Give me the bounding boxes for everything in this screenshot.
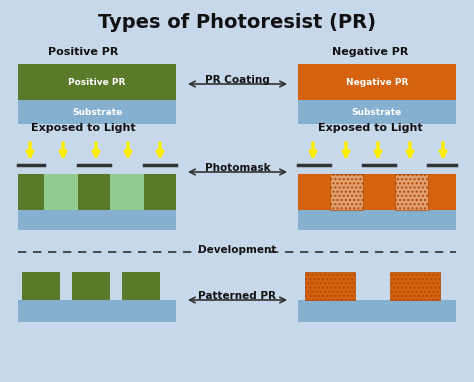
Text: Types of Photoresist (PR): Types of Photoresist (PR) xyxy=(98,13,376,31)
Bar xyxy=(18,64,176,100)
Bar xyxy=(298,300,456,322)
Bar xyxy=(18,210,176,230)
Bar xyxy=(390,272,440,300)
Bar xyxy=(298,174,456,210)
Bar xyxy=(72,272,110,300)
Text: Patterned PR: Patterned PR xyxy=(199,291,276,301)
Text: Positive PR: Positive PR xyxy=(68,78,126,86)
Bar xyxy=(298,100,456,124)
Bar xyxy=(298,64,456,100)
Text: PR Coating: PR Coating xyxy=(205,75,270,85)
Text: Exposed to Light: Exposed to Light xyxy=(31,123,135,133)
Bar xyxy=(18,300,176,322)
Text: Photomask: Photomask xyxy=(205,163,270,173)
Text: Positive PR: Positive PR xyxy=(48,47,118,57)
Bar xyxy=(122,272,160,300)
Bar xyxy=(110,174,144,210)
Bar xyxy=(298,210,456,230)
Text: Development: Development xyxy=(198,245,276,255)
Bar xyxy=(44,174,78,210)
Bar xyxy=(18,100,176,124)
Text: Exposed to Light: Exposed to Light xyxy=(318,123,422,133)
Bar xyxy=(330,174,363,210)
Text: Negative PR: Negative PR xyxy=(332,47,408,57)
Text: Negative PR: Negative PR xyxy=(346,78,408,86)
Text: Substrate: Substrate xyxy=(72,107,122,117)
Bar xyxy=(22,272,60,300)
Bar xyxy=(305,272,355,300)
Bar xyxy=(395,174,428,210)
Text: Substrate: Substrate xyxy=(352,107,402,117)
Bar xyxy=(18,174,176,210)
